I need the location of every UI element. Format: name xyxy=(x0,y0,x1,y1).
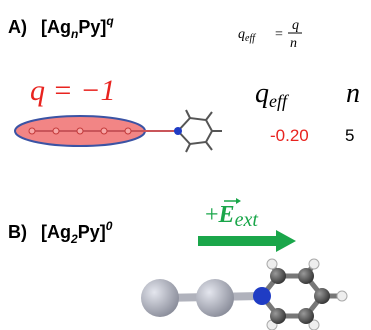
field-symbol: E xyxy=(218,202,235,228)
chain-molecule xyxy=(15,110,222,152)
formula-base: [Ag xyxy=(41,222,71,242)
pyridine-ring xyxy=(178,110,222,152)
formula-subscript: n xyxy=(71,27,78,41)
table-cell: 5 xyxy=(345,126,354,145)
definition: qeff = q n xyxy=(238,18,302,51)
ag-atom xyxy=(196,279,234,317)
figure: A)[AgnPy]q qeff = q n q = −1 qeff n -0.2… xyxy=(0,0,371,330)
formula-middle: Py] xyxy=(78,222,106,242)
def-sub: eff xyxy=(245,33,256,44)
formula-middle: Py] xyxy=(78,17,106,37)
field-arrowhead xyxy=(276,230,296,252)
def-numerator: q xyxy=(292,18,299,33)
formula-superscript: q xyxy=(106,14,114,28)
def-denominator: n xyxy=(290,36,297,51)
field-arrow xyxy=(198,236,278,246)
def-q: q xyxy=(238,27,245,42)
table-header: n xyxy=(346,78,360,109)
panel-title: A) [AgnPy]q xyxy=(8,14,114,41)
header-q: q xyxy=(255,78,269,109)
vector-arrowhead xyxy=(236,198,241,204)
formula-base: [Ag xyxy=(41,17,71,37)
n-atom xyxy=(253,287,271,305)
table-header: qeff xyxy=(255,78,290,111)
header-sub: eff xyxy=(269,91,290,111)
field-sign: + xyxy=(205,202,219,228)
def-symbol: qeff xyxy=(238,27,256,44)
field-subscript: ext xyxy=(235,209,259,231)
formula-superscript: 0 xyxy=(106,219,113,233)
field-label: +Eext xyxy=(205,202,258,231)
ag2py-molecule xyxy=(141,259,347,330)
panel-label: B) xyxy=(8,222,27,242)
charge-label: q = −1 xyxy=(30,74,116,107)
panel-title: B)[Ag2Py]0 xyxy=(8,219,113,246)
c-atoms xyxy=(270,268,330,324)
n-atom xyxy=(174,127,182,135)
ag-atom xyxy=(141,279,179,317)
def-equals: = xyxy=(275,27,283,42)
panel-label: A) xyxy=(8,17,27,37)
table-cell: -0.20 xyxy=(270,126,309,145)
